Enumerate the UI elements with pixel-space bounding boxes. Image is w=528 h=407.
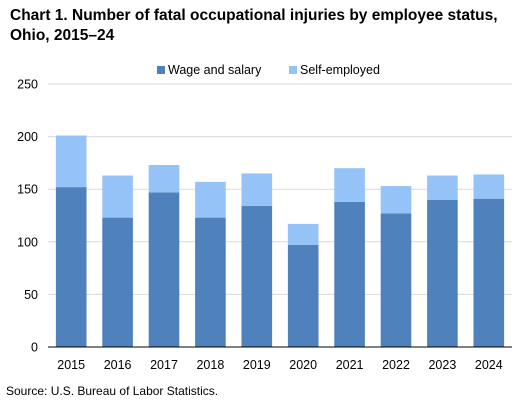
bars: [55, 135, 505, 347]
x-tick-label: 2023: [428, 358, 456, 372]
bar-self-employed-2023: [427, 175, 458, 200]
source-note: Source: U.S. Bureau of Labor Statistics.: [6, 384, 219, 398]
x-tick-label: 2019: [243, 358, 271, 372]
legend: Wage and salary Self-employed: [157, 63, 380, 77]
bar-self-employed-2019: [241, 173, 273, 207]
x-tick-label: 2022: [382, 358, 410, 372]
x-tick-label: 2020: [289, 358, 317, 372]
legend-label-self-employed: Self-employed: [300, 63, 380, 77]
bar-self-employed-2016: [102, 175, 133, 218]
y-tick-label: 0: [31, 341, 38, 355]
bar-wage-and-salary-2018: [195, 217, 226, 347]
bar-self-employed-2017: [148, 165, 180, 193]
x-tick-label: 2015: [57, 358, 85, 372]
bar-wage-and-salary-2015: [55, 187, 87, 347]
bar-self-employed-2021: [334, 168, 365, 202]
bar-self-employed-2022: [380, 186, 412, 214]
legend-swatch-wage-and-salary: [157, 66, 165, 74]
y-tick-label: 100: [17, 235, 38, 249]
bar-self-employed-2018: [195, 181, 226, 218]
bar-wage-and-salary-2023: [427, 199, 458, 347]
bar-self-employed-2020: [287, 223, 319, 245]
bar-wage-and-salary-2021: [334, 201, 365, 347]
bar-wage-and-salary-2019: [241, 206, 273, 347]
legend-swatch-self-employed: [289, 66, 297, 74]
x-tick-label: 2024: [475, 358, 503, 372]
x-tick-label: 2018: [196, 358, 224, 372]
y-tick-label: 200: [17, 130, 38, 144]
bar-wage-and-salary-2017: [148, 192, 180, 347]
x-tick-label: 2016: [104, 358, 132, 372]
y-tick-label: 150: [17, 183, 38, 197]
bar-wage-and-salary-2020: [287, 244, 319, 347]
bar-self-employed-2015: [55, 135, 87, 188]
chart-title: Chart 1. Number of fatal occupational in…: [10, 7, 498, 44]
bar-wage-and-salary-2016: [102, 217, 133, 347]
y-tick-label: 50: [24, 288, 38, 302]
x-tick-label: 2017: [150, 358, 178, 372]
x-tick-label: 2021: [336, 358, 364, 372]
y-tick-label: 250: [17, 78, 38, 92]
axes: 0 50 100 150 200 250 2015 2016 2017 2018 2019 2020 2…: [17, 78, 512, 372]
bar-wage-and-salary-2024: [473, 198, 505, 347]
bar-self-employed-2024: [473, 174, 505, 199]
legend-label-wage-and-salary: Wage and salary: [168, 63, 262, 77]
bar-wage-and-salary-2022: [380, 213, 412, 347]
